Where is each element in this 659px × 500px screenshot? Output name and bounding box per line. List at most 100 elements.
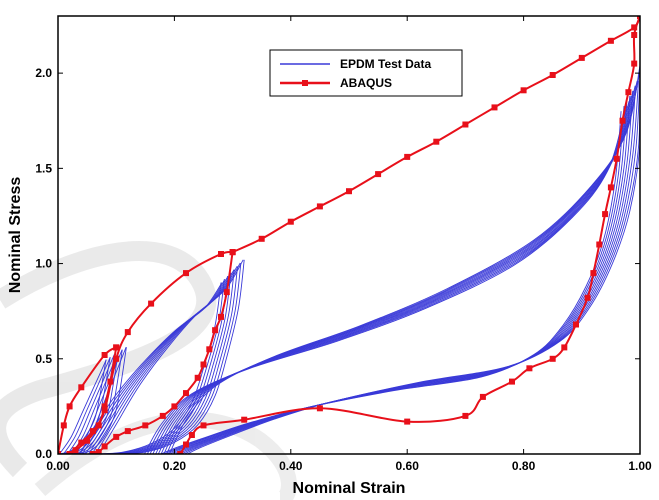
epdm-load-curve xyxy=(163,75,640,454)
abaqus-marker xyxy=(113,355,120,362)
epdm-load-curve xyxy=(67,354,115,454)
epdm-load-curve xyxy=(168,65,640,454)
abaqus-marker xyxy=(631,24,638,31)
abaqus-marker xyxy=(346,188,352,195)
abaqus-marker xyxy=(619,117,626,124)
abaqus-curve xyxy=(232,16,640,254)
abaqus-marker xyxy=(66,403,73,410)
x-tick-label: 0.40 xyxy=(279,459,303,473)
abaqus-marker xyxy=(631,60,638,67)
abaqus-marker xyxy=(631,32,638,38)
epdm-unload-curve xyxy=(181,75,640,454)
epdm-load-curve xyxy=(146,105,628,454)
abaqus-marker xyxy=(142,422,149,429)
abaqus-marker xyxy=(404,153,411,160)
abaqus-marker xyxy=(602,211,609,218)
epdm-unload-curve xyxy=(112,262,242,454)
abaqus-marker xyxy=(183,270,189,277)
abaqus-marker xyxy=(433,138,440,145)
abaqus-marker xyxy=(148,300,155,307)
x-tick-label: 1.00 xyxy=(628,459,652,473)
abaqus-curve xyxy=(68,250,233,454)
x-tick-label: 0.00 xyxy=(46,459,70,473)
epdm-unload-curve xyxy=(184,70,640,454)
abaqus-marker xyxy=(520,87,527,94)
abaqus-marker xyxy=(200,361,207,368)
x-tick-label: 0.80 xyxy=(512,459,536,473)
abaqus-marker xyxy=(58,451,61,454)
epdm-unload-curve xyxy=(109,266,239,454)
abaqus-marker xyxy=(101,407,108,414)
epdm-unload-curve xyxy=(99,276,229,454)
abaqus-marker xyxy=(89,451,96,454)
epdm-load-curve xyxy=(157,85,636,454)
y-tick-label: 0.0 xyxy=(35,447,52,461)
legend-box xyxy=(269,49,463,97)
abaqus-marker xyxy=(72,447,79,454)
abaqus-marker xyxy=(241,416,248,423)
abaqus-marker xyxy=(375,171,382,178)
x-tick-label: 0.60 xyxy=(396,459,420,473)
abaqus-marker xyxy=(113,344,120,351)
abaqus-marker xyxy=(124,428,131,435)
abaqus-marker xyxy=(177,451,184,454)
abaqus-marker xyxy=(479,393,486,400)
epdm-load-curve xyxy=(144,111,626,454)
abaqus-marker xyxy=(78,439,85,446)
plot-area xyxy=(58,16,640,454)
epdm-unload-curve xyxy=(178,80,639,454)
epdm-unload-curve xyxy=(187,65,640,454)
y-tick-label: 1.5 xyxy=(35,161,52,175)
epdm-load-curve xyxy=(160,80,638,454)
epdm-unload-curve xyxy=(169,95,631,454)
abaqus-marker xyxy=(573,321,579,328)
abaqus-marker xyxy=(223,289,230,296)
abaqus-marker xyxy=(218,313,224,320)
abaqus-marker xyxy=(183,390,189,397)
abaqus-marker xyxy=(101,352,108,358)
abaqus-marker xyxy=(491,104,498,111)
plot-frame xyxy=(57,15,641,455)
epdm-load-curve xyxy=(155,90,634,454)
legend-marker-abaqus xyxy=(302,80,308,86)
abaqus-marker xyxy=(462,121,469,128)
abaqus-marker xyxy=(171,403,178,410)
abaqus-marker xyxy=(625,89,632,96)
abaqus-marker xyxy=(212,327,219,334)
abaqus-marker xyxy=(95,449,102,454)
abaqus-marker xyxy=(258,235,265,242)
epdm-unload-curve xyxy=(106,269,235,454)
abaqus-marker xyxy=(124,329,131,336)
epdm-load-curve xyxy=(59,359,107,454)
abaqus-marker xyxy=(101,443,108,450)
epdm-unload-curve xyxy=(166,101,628,454)
abaqus-marker xyxy=(526,365,533,372)
axes: 0.00 0.20 0.40 0.60 0.80 1.00 0.0 0.5 1.0 1.5 2.0 xyxy=(35,16,652,473)
abaqus-marker xyxy=(194,374,201,381)
y-tick-label: 0.5 xyxy=(35,352,52,366)
abaqus-marker xyxy=(549,72,556,78)
epdm-load-curve xyxy=(152,95,632,454)
abaqus-marker xyxy=(578,54,585,61)
epdm-unload-curve xyxy=(172,90,634,454)
epdm-load-curve xyxy=(63,357,111,454)
abaqus-marker xyxy=(462,412,469,419)
abaqus-marker xyxy=(188,432,195,438)
epdm-load-curve xyxy=(166,70,640,454)
abaqus-marker xyxy=(78,384,85,391)
abaqus-marker xyxy=(584,294,591,301)
abaqus-marker xyxy=(218,251,224,257)
abaqus-marker xyxy=(637,16,640,19)
legend: EPDM Test Data ABAQUS xyxy=(269,49,463,97)
abaqus-marker xyxy=(287,218,294,225)
abaqus-marker xyxy=(159,412,166,419)
abaqus-marker xyxy=(101,403,108,410)
abaqus-marker xyxy=(200,422,207,429)
x-tick-label: 0.20 xyxy=(163,459,187,473)
abaqus-marker xyxy=(596,241,603,248)
abaqus-marker xyxy=(89,428,96,435)
background-watermark xyxy=(0,241,297,500)
abaqus-marker xyxy=(316,203,323,210)
abaqus-marker xyxy=(590,270,597,277)
